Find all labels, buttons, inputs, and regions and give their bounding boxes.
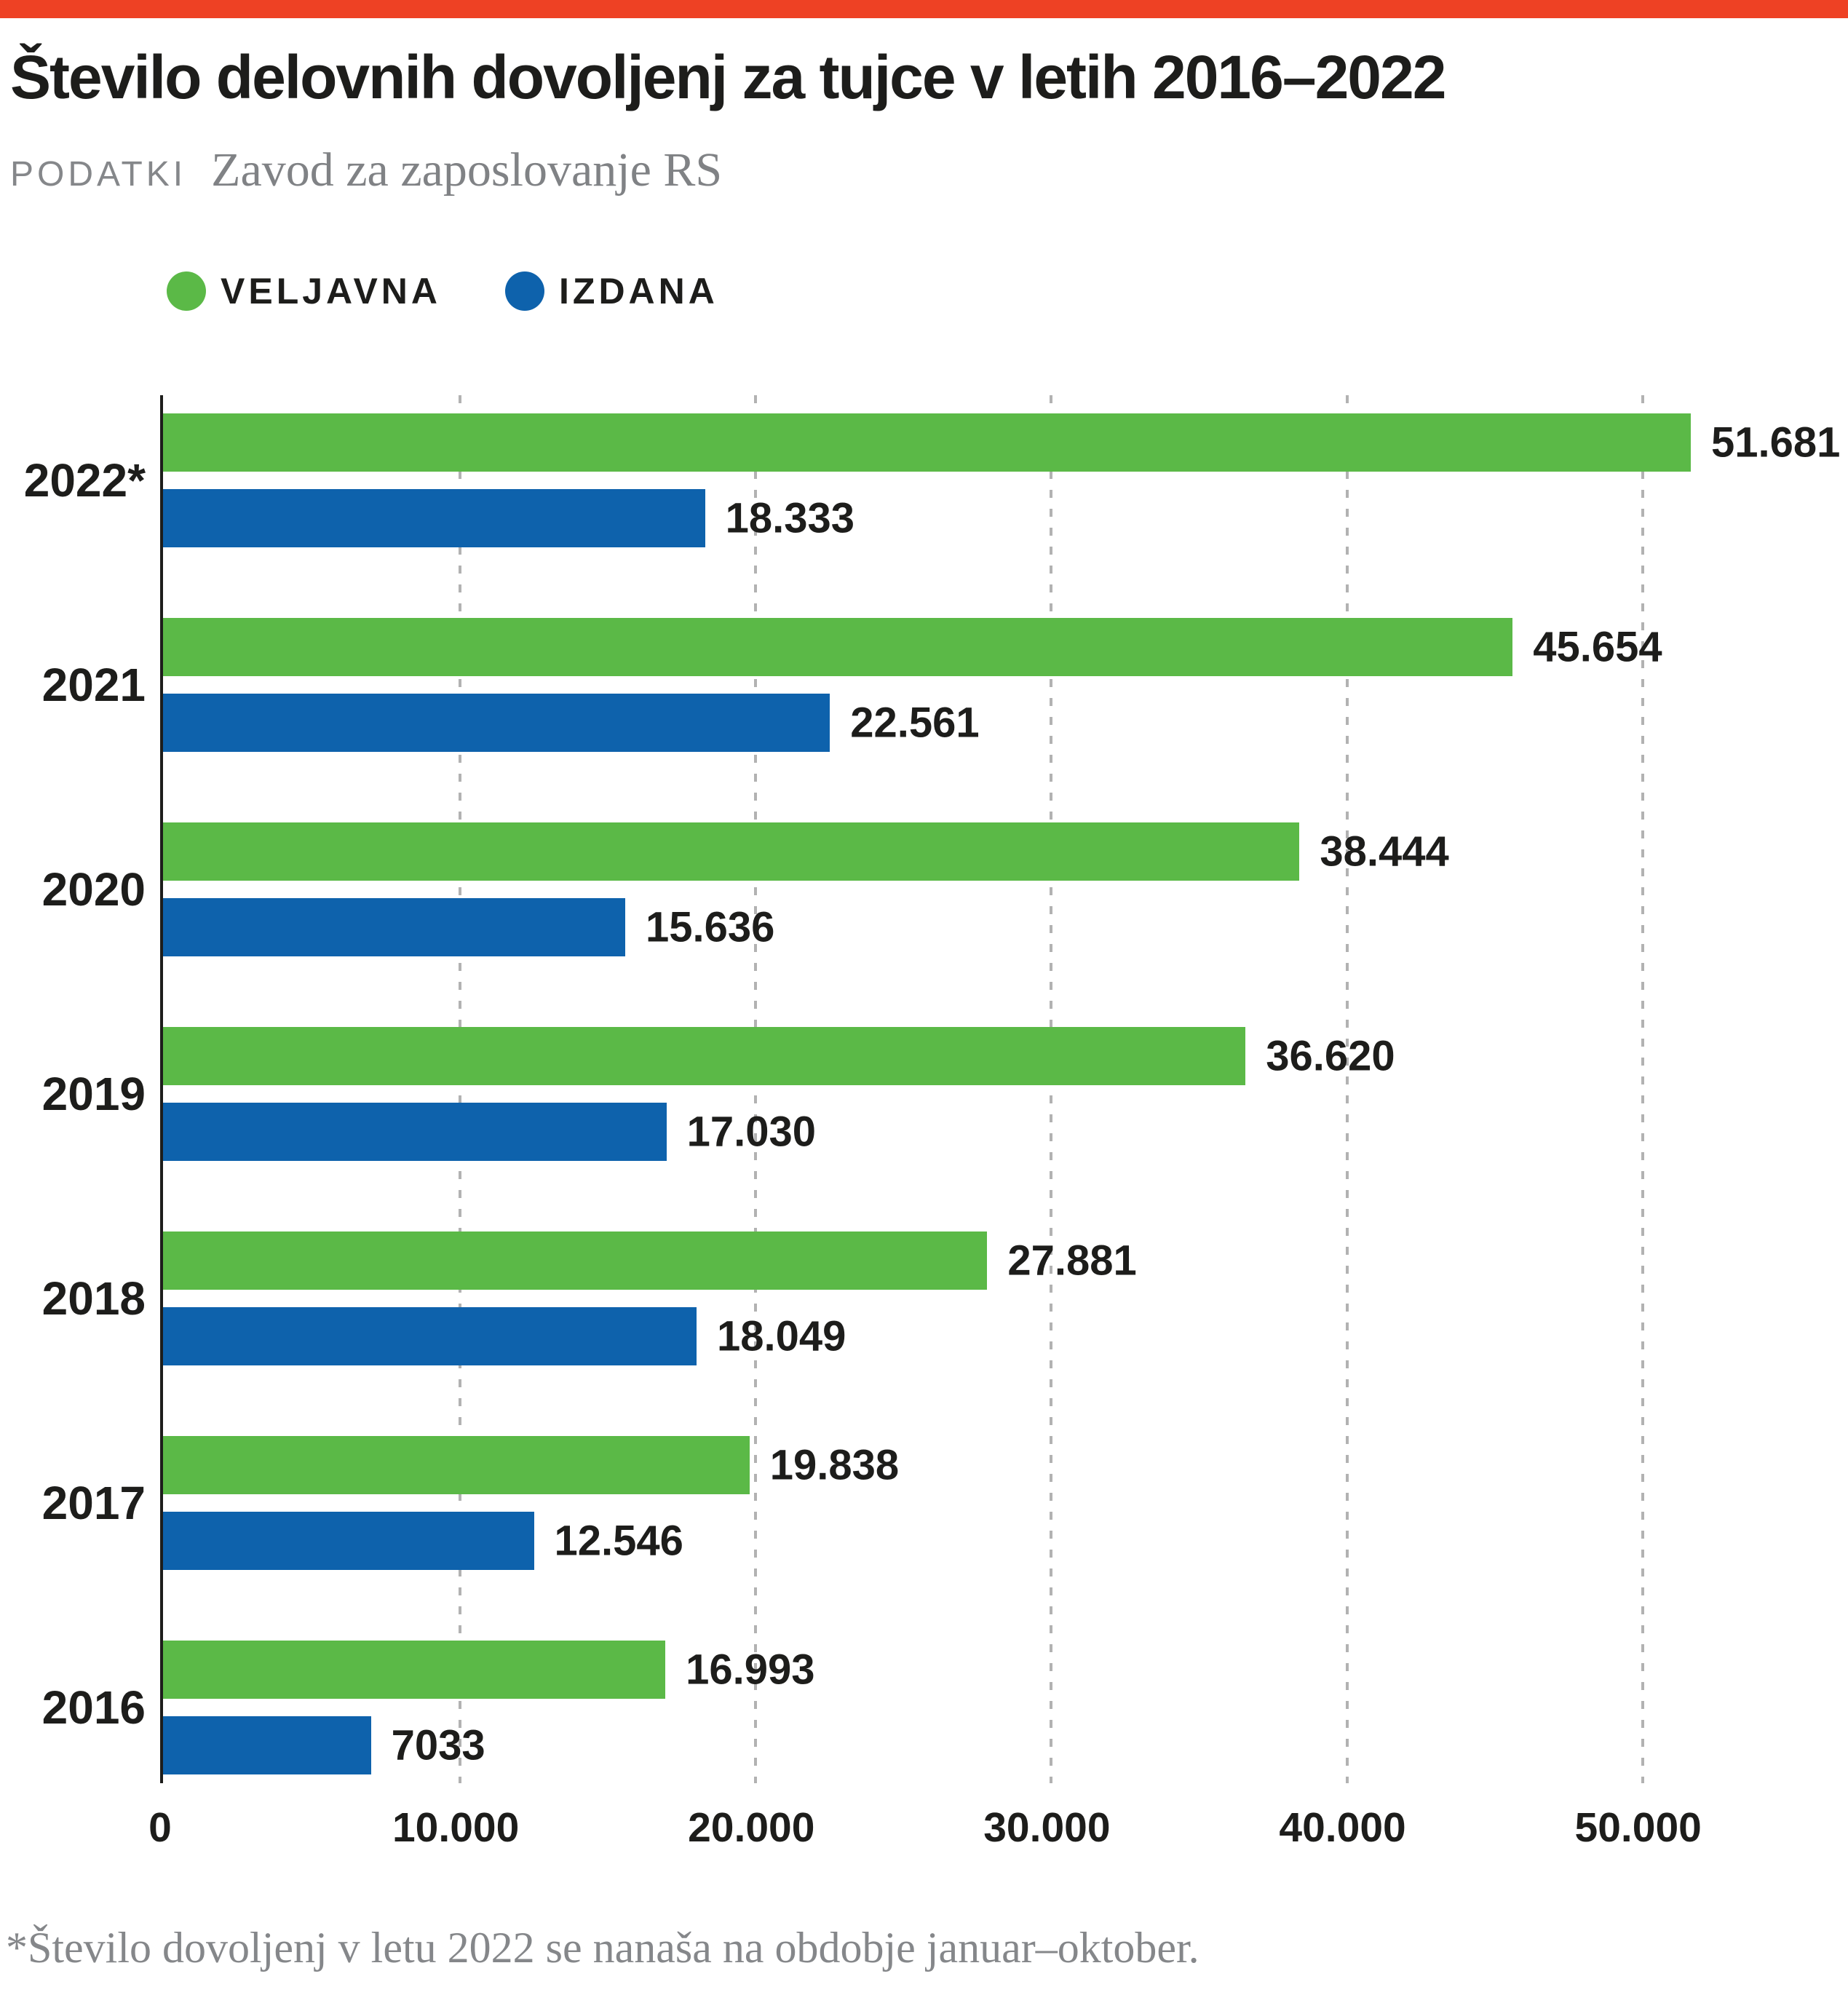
legend-item-veljavna: VELJAVNA xyxy=(167,270,441,312)
value-label-izdana: 15.636 xyxy=(646,903,775,951)
x-tick-label-0: 0 xyxy=(148,1804,172,1851)
value-label-veljavna: 19.838 xyxy=(769,1441,900,1489)
bar-izdana: 15.636 xyxy=(163,898,774,956)
chart-row-2018: 2018 27.881 18.049 xyxy=(42,1231,1848,1366)
bar-veljavna: 38.444 xyxy=(163,822,1449,881)
legend: VELJAVNA IZDANA xyxy=(167,270,718,312)
legend-label: IZDANA xyxy=(559,271,718,312)
category-label: 2020 xyxy=(41,863,146,916)
value-label-veljavna: 38.444 xyxy=(1320,828,1449,876)
x-tick-label-50000: 50.000 xyxy=(1574,1804,1702,1851)
x-tick-label-10000: 10.000 xyxy=(392,1804,520,1851)
category-label: 2018 xyxy=(41,1272,146,1325)
chart-row-2022: 2022* 51.681 18.333 xyxy=(24,413,1848,548)
value-label-veljavna: 36.620 xyxy=(1266,1032,1395,1080)
x-tick-label-30000: 30.000 xyxy=(983,1804,1111,1851)
gridline-20000 xyxy=(754,395,758,1783)
x-tick-label-20000: 20.000 xyxy=(688,1804,815,1851)
bar-izdana: 18.333 xyxy=(163,489,854,547)
chart-title: Število delovnih dovoljenj za tujce v le… xyxy=(10,43,1446,111)
value-label-veljavna: 16.993 xyxy=(686,1646,815,1694)
bar-izdana: 18.049 xyxy=(163,1307,846,1365)
value-label-izdana: 22.561 xyxy=(850,699,980,747)
chart-row-2019: 2019 36.620 17.030 xyxy=(42,1027,1848,1162)
value-label-veljavna: 27.881 xyxy=(1007,1237,1137,1285)
bar-veljavna: 36.620 xyxy=(163,1027,1395,1085)
gridline-50000 xyxy=(1641,395,1644,1783)
x-axis: 0 10.000 20.000 30.000 40.000 50.000 xyxy=(148,1804,1845,1855)
value-label-izdana: 12.546 xyxy=(554,1517,683,1565)
bar-veljavna: 45.654 xyxy=(163,618,1662,676)
x-tick-label-40000: 40.000 xyxy=(1279,1804,1406,1851)
source-name: Zavod za zaposlovanje RS xyxy=(211,143,723,197)
value-label-veljavna: 45.654 xyxy=(1533,623,1662,671)
bar-izdana: 22.561 xyxy=(163,694,980,752)
chart-row-2017: 2017 19.838 12.546 xyxy=(42,1436,1848,1571)
plot-area: 2022* 51.681 18.333 2021 45.654 22.561 2020 38.… xyxy=(24,395,1848,1783)
value-label-izdana: 7033 xyxy=(391,1721,485,1769)
value-label-izdana: 18.049 xyxy=(717,1312,846,1360)
bar-veljavna: 19.838 xyxy=(163,1436,899,1494)
category-label: 2022* xyxy=(23,454,146,507)
gridline-10000 xyxy=(459,395,462,1783)
legend-label: VELJAVNA xyxy=(221,271,442,312)
bar-veljavna: 51.681 xyxy=(163,413,1840,472)
legend-dot-izdana xyxy=(505,271,545,311)
value-label-veljavna: 51.681 xyxy=(1710,419,1841,467)
bar-izdana: 12.546 xyxy=(163,1512,683,1570)
bar-veljavna: 16.993 xyxy=(163,1641,815,1699)
category-label: 2016 xyxy=(41,1681,146,1734)
gridline-30000 xyxy=(1050,395,1053,1783)
value-label-izdana: 18.333 xyxy=(725,494,854,542)
bar-izdana: 17.030 xyxy=(163,1103,816,1161)
accent-top-bar xyxy=(0,0,1848,18)
value-label-izdana: 17.030 xyxy=(686,1108,817,1156)
bar-izdana: 7033 xyxy=(163,1716,485,1774)
gridline-40000 xyxy=(1345,395,1349,1783)
chart-row-2016: 2016 16.993 7033 xyxy=(42,1641,1848,1775)
source-label: PODATKI xyxy=(10,155,187,194)
legend-dot-veljavna xyxy=(167,271,206,311)
chart-row-2020: 2020 38.444 15.636 xyxy=(42,822,1848,957)
chart-row-2021: 2021 45.654 22.561 xyxy=(42,618,1848,753)
legend-item-izdana: IZDANA xyxy=(505,270,718,312)
bar-veljavna: 27.881 xyxy=(163,1231,1137,1290)
category-label: 2019 xyxy=(41,1068,146,1120)
source-line: PODATKI Zavod za zaposlovanje RS xyxy=(10,143,722,198)
category-label: 2021 xyxy=(41,659,146,711)
footnote: *Število dovoljenj v letu 2022 se nanaša… xyxy=(6,1924,1199,1972)
category-label: 2017 xyxy=(41,1477,146,1529)
